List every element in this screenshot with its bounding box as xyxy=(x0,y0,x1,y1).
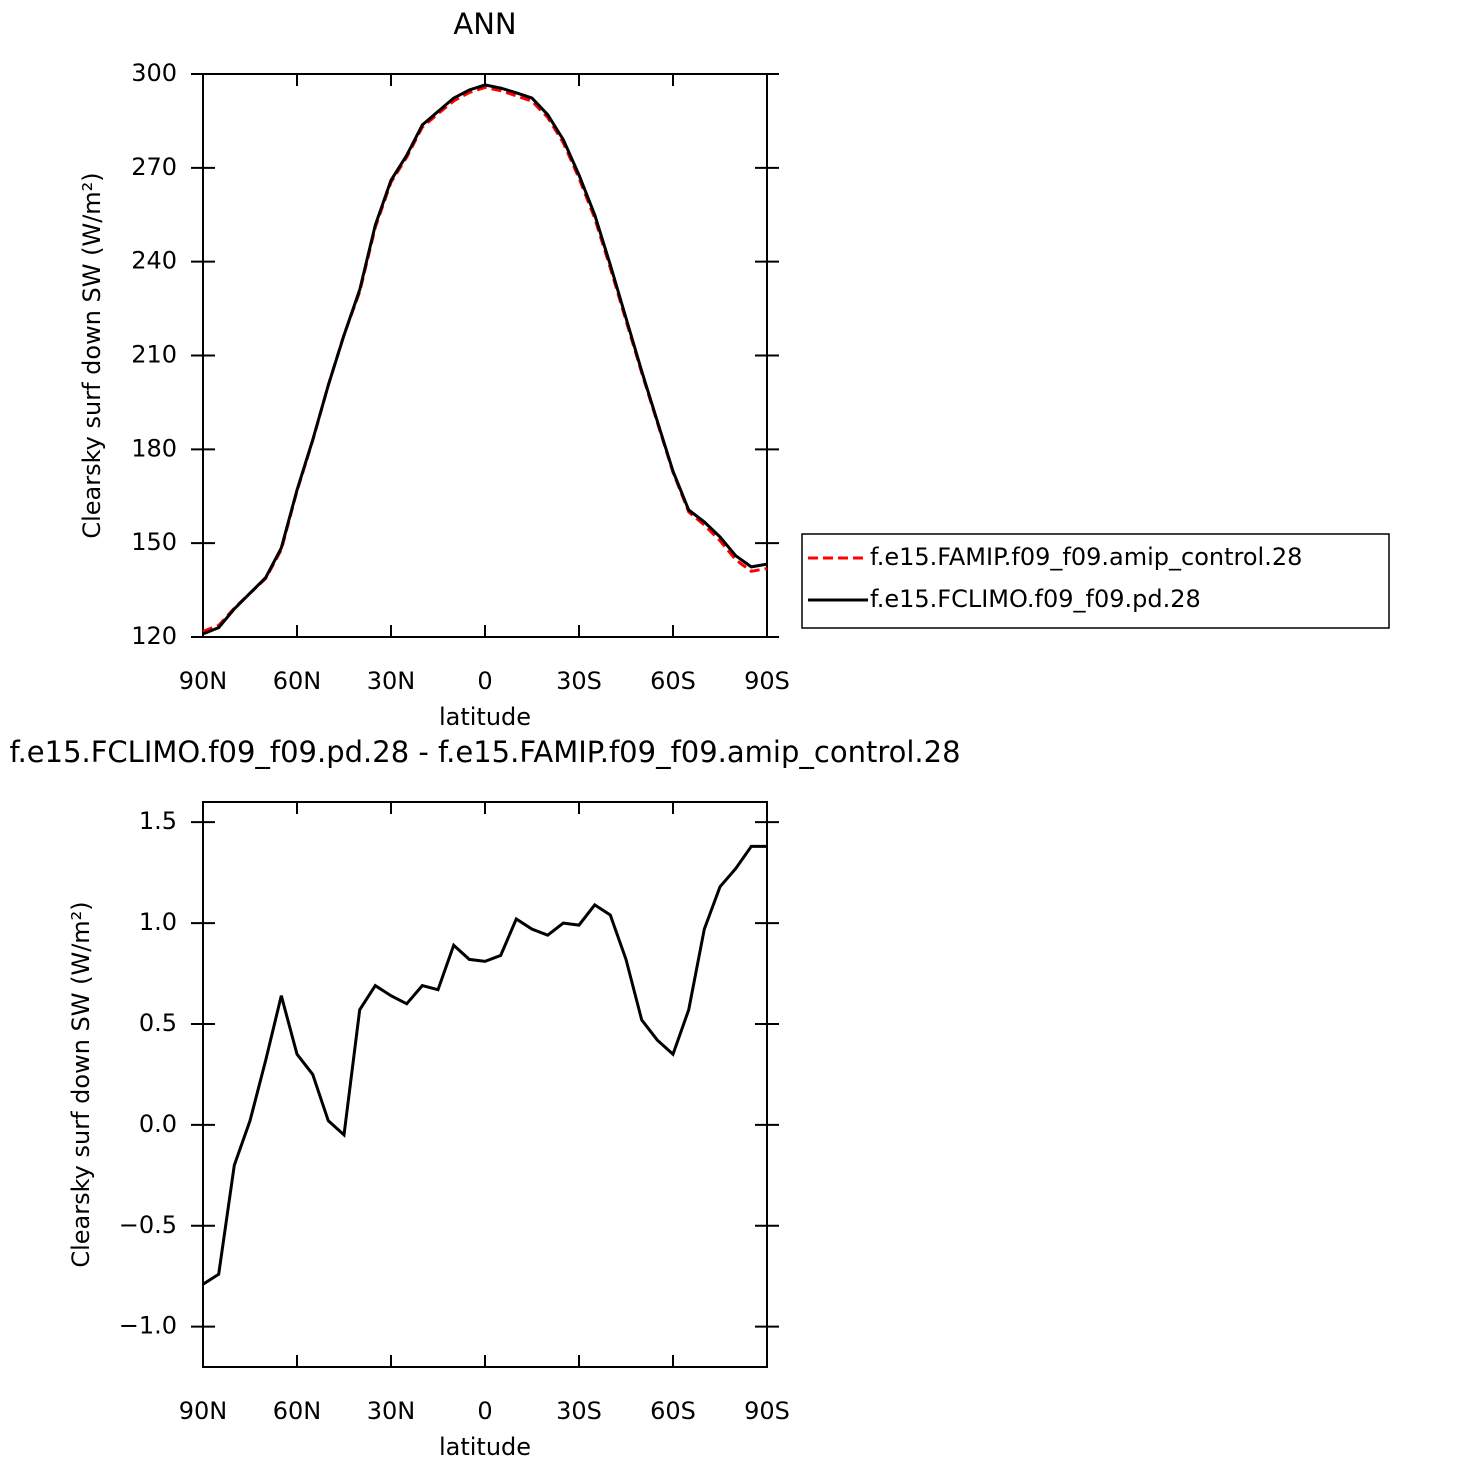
y-tick-label: 0.5 xyxy=(139,1009,177,1037)
y-axis-label: Clearsky surf down SW (W/m²) xyxy=(78,172,106,538)
x-tick-label: 30N xyxy=(367,1397,416,1425)
data-line xyxy=(202,83,768,636)
data-line xyxy=(202,85,768,633)
x-axis-label: latitude xyxy=(439,703,531,731)
x-tick-label: 90N xyxy=(179,667,228,695)
x-tick-label: 90S xyxy=(744,667,790,695)
legend-box xyxy=(801,533,1390,629)
x-tick-label: 30S xyxy=(556,1397,602,1425)
legend-label: f.e15.FAMIP.f09_f09.amip_control.28 xyxy=(870,543,1302,571)
y-tick-label: 180 xyxy=(131,434,177,462)
y-tick-label: 120 xyxy=(131,622,177,650)
x-tick-label: 60S xyxy=(650,667,696,695)
x-tick-label: 30N xyxy=(367,667,416,695)
x-tick-label: 60S xyxy=(650,1397,696,1425)
y-tick-label: 150 xyxy=(131,528,177,556)
y-tick-label: 240 xyxy=(131,247,177,275)
plot-frame xyxy=(202,801,768,1368)
data-line xyxy=(202,844,767,1286)
legend-label: f.e15.FCLIMO.f09_f09.pd.28 xyxy=(870,585,1201,613)
y-tick-label: 1.0 xyxy=(139,908,177,936)
x-tick-label: 90S xyxy=(744,1397,790,1425)
x-axis-label: latitude xyxy=(439,1433,531,1461)
x-tick-label: 90N xyxy=(179,1397,228,1425)
y-tick-label: −0.5 xyxy=(119,1211,177,1239)
x-tick-label: 30S xyxy=(556,667,602,695)
x-tick-label: 0 xyxy=(477,1397,492,1425)
chart-title: f.e15.FCLIMO.f09_f09.pd.28 - f.e15.FAMIP… xyxy=(9,735,960,769)
y-tick-label: 1.5 xyxy=(139,807,177,835)
chart-title: ANN xyxy=(453,7,516,41)
y-tick-label: 300 xyxy=(131,59,177,87)
y-tick-label: −1.0 xyxy=(119,1312,177,1340)
y-tick-label: 210 xyxy=(131,341,177,369)
y-tick-label: 0.0 xyxy=(139,1110,177,1138)
x-tick-label: 0 xyxy=(477,667,492,695)
x-tick-label: 60N xyxy=(273,1397,322,1425)
y-axis-label: Clearsky surf down SW (W/m²) xyxy=(67,901,95,1267)
plot-frame xyxy=(202,73,768,638)
x-tick-label: 60N xyxy=(273,667,322,695)
y-tick-label: 270 xyxy=(131,153,177,181)
